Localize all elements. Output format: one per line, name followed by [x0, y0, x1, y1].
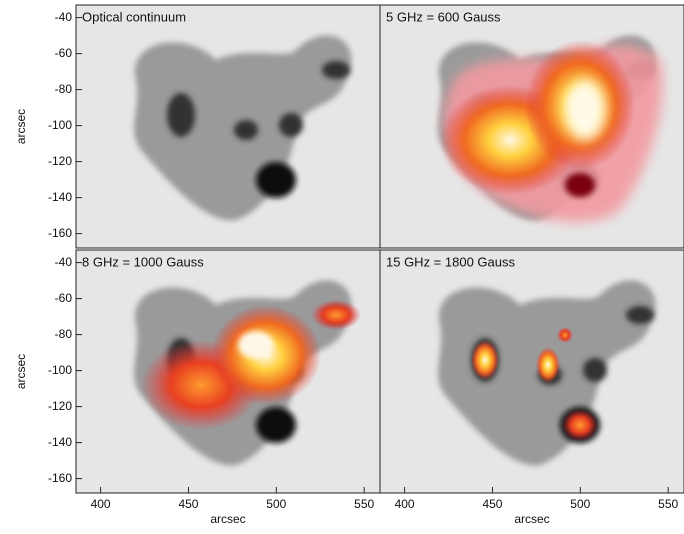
emission [238, 331, 274, 359]
panel: 8 GHz = 1000 Gauss -40 -60 -80 -100 -120 -140 -… [14, 250, 380, 526]
emission [565, 173, 595, 197]
x-tick-label: 500 [570, 497, 590, 511]
y-tick-label: -40 [55, 255, 73, 269]
y-tick-label: -120 [48, 399, 72, 413]
x-tick-label: 500 [266, 497, 286, 511]
panels: Optical continuum -40 -60 -80 -100 -120 -140 -1… [14, 5, 684, 526]
panel-title: 8 GHz = 1000 Gauss [82, 254, 204, 269]
panel-title: 5 GHz = 600 Gauss [386, 9, 501, 24]
panel-title: 15 GHz = 1800 Gauss [386, 254, 515, 269]
emission [565, 80, 605, 140]
y-tick-label: -160 [48, 471, 72, 485]
y-tick-label: -40 [55, 10, 73, 24]
y-axis-label: arcsec [14, 354, 28, 389]
emission [471, 340, 499, 380]
x-tick-label: 450 [482, 497, 502, 511]
x-tick-label: 400 [91, 497, 111, 511]
y-tick-label: -140 [48, 435, 72, 449]
emission [562, 409, 598, 441]
y-tick-label: -100 [48, 118, 72, 132]
panel: Optical continuum -40 -60 -80 -100 -120 -140 -1… [14, 5, 380, 248]
x-tick-label: 400 [395, 497, 415, 511]
panel-title: Optical continuum [82, 9, 186, 24]
panel: 15 GHz = 1800 Gauss 400 450 500 550 arcsec [380, 250, 684, 526]
figure: Optical continuum -40 -60 -80 -100 -120 -140 -1… [0, 0, 684, 529]
y-tick-label: -60 [55, 46, 73, 60]
x-axis-label: arcsec [514, 512, 549, 526]
y-tick-label: -80 [55, 327, 73, 341]
y-tick-label: -160 [48, 226, 72, 240]
y-tick-label: -60 [55, 291, 73, 305]
x-tick-label: 450 [178, 497, 198, 511]
x-tick-label: 550 [354, 497, 374, 511]
panel: 5 GHz = 600 Gauss [380, 5, 684, 248]
y-tick-label: -80 [55, 82, 73, 96]
x-axis-label: arcsec [210, 512, 245, 526]
x-tick-label: 550 [658, 497, 678, 511]
y-tick-label: -120 [48, 154, 72, 168]
y-tick-label: -140 [48, 190, 72, 204]
emission [311, 300, 361, 330]
y-axis-label: arcsec [14, 109, 28, 144]
emission [557, 327, 573, 343]
emission [536, 347, 560, 383]
y-tick-label: -100 [48, 363, 72, 377]
